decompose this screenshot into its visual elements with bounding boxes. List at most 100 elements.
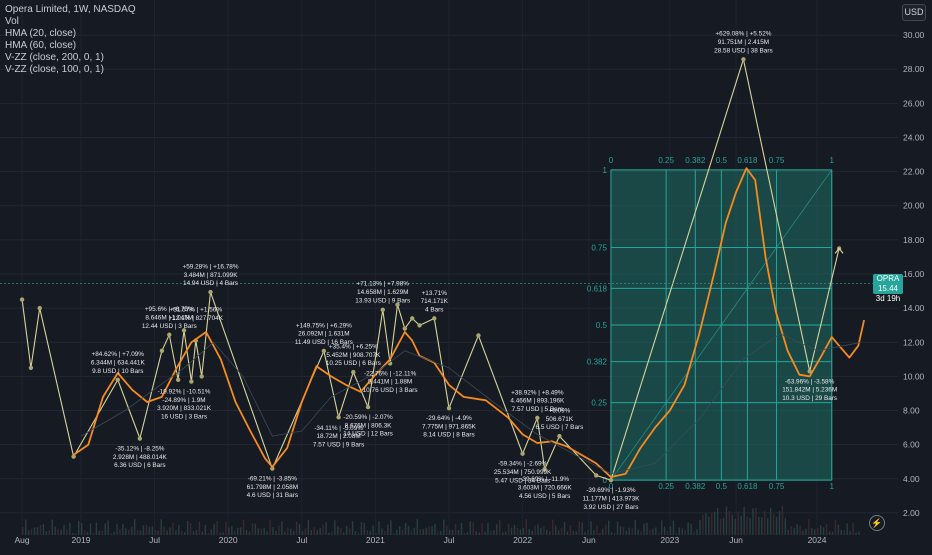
pivot-point (189, 379, 194, 384)
pivot-annotation: -69.21% | -3.85% (248, 476, 298, 483)
pivot-point (321, 348, 327, 354)
indicator-hma60[interactable]: HMA (60, close) (5, 40, 77, 51)
volume-bar (708, 516, 710, 535)
volume-bar (263, 527, 265, 535)
volume-bar (811, 528, 813, 535)
volume-bar (275, 531, 277, 535)
annotations: +59.28% | +16.78% 3.484M | 871.099K14.94 … (91, 31, 837, 511)
indicator-vol[interactable]: Vol (5, 16, 19, 27)
pivot-point (208, 289, 213, 295)
pivot-annotation: 26.092M | 1.631M (298, 331, 349, 338)
volume-bar (83, 530, 86, 535)
volume-bar (846, 523, 848, 535)
pivot-annotation: 11.177M | 413.973K (582, 495, 640, 502)
volume-bar (154, 529, 156, 535)
volume-bar (552, 519, 554, 535)
volume-bar (496, 524, 498, 535)
volume-bar (687, 522, 689, 535)
volume-bar (78, 520, 80, 535)
volume-bar (705, 513, 707, 535)
y-tick-label: 2.00 (903, 508, 920, 518)
volume-bar (278, 525, 280, 535)
volume-bar (590, 521, 592, 535)
volume-bar (593, 530, 595, 535)
y-tick-label: 24.00 (903, 132, 925, 142)
volume-bar (163, 526, 165, 535)
volume-bar (328, 532, 330, 535)
pivot-annotation: +71.13% | +7.98% (357, 281, 410, 288)
volume-bar (699, 519, 701, 535)
volume-bar (678, 527, 681, 535)
pivot-point (270, 466, 275, 471)
volume-bar (80, 523, 83, 535)
volume-bar (69, 522, 71, 535)
volume-bar (216, 520, 218, 535)
volume-bar (519, 529, 522, 535)
pivot-point (175, 377, 181, 383)
symbol-title[interactable]: Opera Limited, 1W, NASDAQ (5, 4, 136, 15)
pivot-annotation: 6.5 USD | 7 Bars (535, 424, 583, 431)
y-tick-label: 8.00 (903, 406, 920, 416)
pivot-annotation: 7.57 USD | 5 Bars (512, 406, 563, 413)
volume-bar (125, 528, 127, 535)
volume-bar (354, 531, 357, 535)
pivot-point (199, 374, 204, 379)
volume-bar (428, 526, 430, 535)
fib-time-label-bottom: 0 (609, 482, 614, 491)
y-tick-label: 10.00 (903, 371, 925, 381)
volume-bar (675, 532, 678, 535)
pivot-annotation: 8.676M | 806.3K (345, 422, 393, 429)
y-tick-label: 28.00 (903, 64, 925, 74)
volume-bar (128, 529, 130, 535)
volume-bar (625, 530, 628, 535)
volume-bar (693, 531, 695, 535)
x-tick-label: 2019 (72, 535, 91, 545)
volume-bar (33, 527, 36, 535)
volume-bar (27, 530, 30, 535)
volume-bar (805, 528, 807, 535)
volume-bar (613, 532, 616, 535)
pivot-annotation: 4.56 USD | 5 Bars (519, 493, 570, 500)
volume-bar (213, 523, 215, 535)
volume-bar (772, 513, 775, 535)
volume-bar (543, 526, 545, 535)
volume-bar (454, 523, 457, 535)
volume-bar (814, 529, 816, 535)
volume-bar (722, 517, 725, 535)
volume-bar (658, 532, 660, 535)
volume-bar (169, 527, 171, 535)
volume-bar (22, 527, 24, 535)
volume-bar (131, 526, 133, 535)
currency-button[interactable]: USD (902, 4, 926, 21)
indicator-vzz100[interactable]: V-ZZ (close, 100, 0, 1) (5, 64, 104, 75)
volume-bar (596, 525, 598, 535)
volume-bar (507, 523, 510, 535)
volume-bar (528, 528, 530, 535)
pivot-annotation: 25.534M | 750.999K (494, 469, 552, 476)
pivot-point (395, 302, 400, 307)
volume-bar (390, 520, 392, 535)
volume-bar (133, 519, 136, 535)
pivot-point (520, 451, 525, 456)
indicator-vzz200[interactable]: V-ZZ (close, 200, 0, 1) (5, 52, 104, 63)
pivot-annotation: +12.1% | 827.704K (169, 315, 224, 322)
fib-time-label-bottom: 0.618 (737, 482, 758, 491)
pivot-annotation: -29.64% | -4.9% (426, 415, 472, 422)
volume-bar (242, 519, 245, 535)
replay-icon[interactable]: ⚡ (869, 515, 885, 531)
volume-bar (228, 527, 230, 535)
pivot-annotation: 151.842M | 5.236M (782, 387, 837, 394)
pivot-annotation: 91.751M | 2.415M (718, 39, 769, 46)
y-tick-label: 14.00 (903, 303, 925, 313)
fib-time-label: 0.5 (716, 156, 728, 165)
volume-bar (755, 507, 757, 535)
volume-bar (301, 531, 304, 535)
x-tick-label: 2022 (513, 535, 532, 545)
volume-bar (269, 519, 271, 535)
x-tick-label: Jun (582, 535, 596, 545)
volume-bar (440, 531, 442, 535)
indicator-hma20[interactable]: HMA (20, close) (5, 28, 77, 39)
volume-bar (790, 526, 792, 535)
